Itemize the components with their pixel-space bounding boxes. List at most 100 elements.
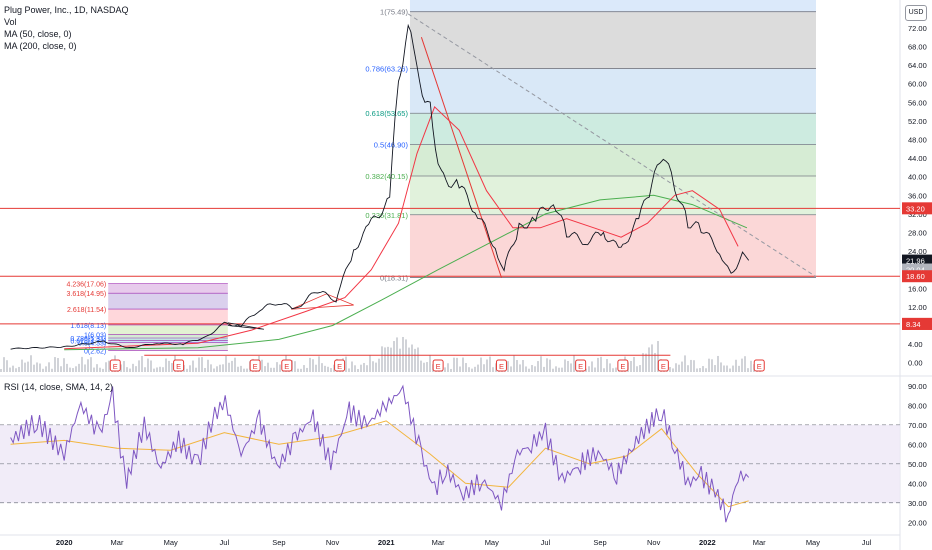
fib-level-label: 0.236(31.81) <box>365 211 408 220</box>
ma200-legend[interactable]: MA (200, close, 0) <box>4 41 77 51</box>
currency-button[interactable]: USD <box>905 5 927 21</box>
fib-ext-label: 3.618(14.95) <box>67 291 107 298</box>
volume-bar <box>270 367 272 372</box>
volume-bar <box>711 359 713 372</box>
rsi-tick-label: 40.00 <box>908 479 927 488</box>
fib-ext-zone <box>108 338 228 341</box>
volume-bar <box>360 364 362 372</box>
price-tick-label: 36.00 <box>908 191 927 200</box>
volume-bar <box>474 366 476 372</box>
volume-bar <box>204 367 206 372</box>
volume-bar <box>561 367 563 372</box>
price-tick-label: 72.00 <box>908 24 927 33</box>
volume-bar <box>222 364 224 372</box>
volume-bar <box>378 358 380 372</box>
volume-bar <box>684 355 686 372</box>
volume-bar <box>105 362 107 372</box>
volume-bar <box>672 368 674 372</box>
volume-bar <box>675 363 677 372</box>
time-tick-label: May <box>806 538 820 547</box>
volume-bar <box>315 364 317 372</box>
volume-bar <box>120 364 122 372</box>
volume-bar <box>651 344 653 372</box>
volume-bar <box>168 360 170 372</box>
volume-bar <box>516 360 518 372</box>
volume-bar <box>267 362 269 372</box>
fib-ext-label: 0.618(4.73) <box>70 339 106 346</box>
volume-bar <box>693 360 695 372</box>
volume-bar <box>669 366 671 372</box>
volume-bar <box>390 347 392 372</box>
volume-bar <box>426 362 428 372</box>
volume-bar <box>216 366 218 372</box>
time-tick-label: Sep <box>272 538 285 547</box>
volume-bar <box>489 356 491 372</box>
volume-bar <box>369 355 371 372</box>
volume-bar <box>246 368 248 372</box>
volume-bar <box>585 368 587 372</box>
volume-bar <box>36 362 38 372</box>
volume-bar <box>642 353 644 372</box>
volume-bar <box>153 368 155 372</box>
earnings-marker-box <box>334 359 346 372</box>
volume-bar <box>18 366 20 372</box>
volume-bar <box>27 361 29 372</box>
ma50-legend[interactable]: MA (50, close, 0) <box>4 29 72 39</box>
earnings-marker-label: E <box>113 362 118 371</box>
volume-bar <box>198 357 200 372</box>
volume-bar <box>690 359 692 372</box>
volume-bar <box>54 357 56 372</box>
rsi-legend[interactable]: RSI (14, close, SMA, 14, 2) <box>4 382 114 392</box>
volume-bar <box>537 361 539 372</box>
fib-ext-label: 0.786(5.31) <box>70 336 106 343</box>
volume-bar <box>645 353 647 372</box>
volume-bar <box>318 356 320 372</box>
price-tag-bg <box>902 317 932 330</box>
price-tag-bg <box>902 270 932 283</box>
price-tick-label: 64.00 <box>908 61 927 70</box>
volume-bar <box>48 362 50 372</box>
volume-bar <box>51 368 53 372</box>
price-tick-label: 56.00 <box>908 98 927 107</box>
time-tick-label: Jul <box>541 538 551 547</box>
volume-bar <box>681 361 683 372</box>
volume-bar <box>33 364 35 372</box>
volume-bar <box>483 364 485 372</box>
volume-bar <box>192 360 194 372</box>
volume-bar <box>333 364 335 372</box>
volume-bar <box>480 357 482 372</box>
price-tick-label: 52.00 <box>908 117 927 126</box>
symbol-title[interactable]: Plug Power, Inc., 1D, NASDAQ <box>4 5 129 15</box>
volume-legend[interactable]: Vol <box>4 17 17 27</box>
volume-bar <box>351 361 353 372</box>
earnings-marker: E <box>173 359 185 372</box>
volume-bar <box>201 357 203 372</box>
fib-ext-zone <box>108 324 228 335</box>
volume-bar <box>456 357 458 372</box>
volume-bar <box>150 360 152 372</box>
volume-bar <box>513 355 515 372</box>
time-tick-label: Mar <box>753 538 766 547</box>
volume-bar <box>102 368 104 372</box>
fib-ext-zone <box>108 340 228 343</box>
volume-bar <box>657 341 659 372</box>
volume-bar <box>477 364 479 372</box>
rsi-tick-label: 20.00 <box>908 518 927 527</box>
volume-bar <box>324 365 326 372</box>
time-tick-label: 2022 <box>699 538 716 547</box>
volume-bar <box>261 359 263 372</box>
volume-bar <box>462 357 464 372</box>
volume-bar <box>375 362 377 372</box>
volume-bar <box>726 365 728 372</box>
volume-bar <box>471 368 473 372</box>
price-tick-label: 0.00 <box>908 359 923 368</box>
volume-bar <box>3 357 5 372</box>
price-tick-label: 48.00 <box>908 136 927 145</box>
price-tick-label: 16.00 <box>908 284 927 293</box>
volume-bar <box>606 359 608 372</box>
time-tick-label: 2021 <box>378 538 395 547</box>
volume-bar <box>231 360 233 372</box>
volume-bar <box>588 366 590 372</box>
volume-bar <box>273 367 275 372</box>
